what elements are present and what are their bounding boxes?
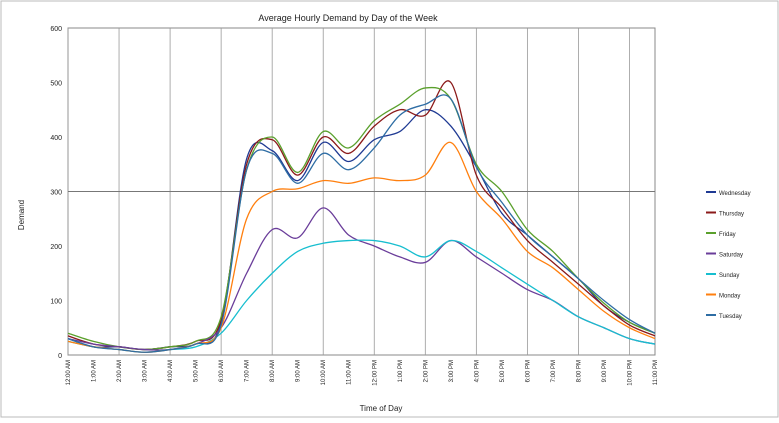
x-tick-label: 7:00 PM: [551, 360, 557, 382]
x-tick-label: 1:00 PM: [398, 360, 404, 382]
legend-label-saturday: Saturday: [719, 253, 743, 259]
x-tick-label: 7:00 AM: [245, 360, 251, 382]
y-tick-label: 200: [50, 244, 62, 251]
x-tick-label: 1:00 AM: [92, 360, 98, 382]
legend-label-wednesday: Wednesday: [719, 191, 751, 197]
series-line-tuesday: [67, 94, 656, 353]
legend-label-tuesday: Tuesday: [719, 314, 742, 320]
x-tick-label: 3:00 PM: [449, 360, 455, 382]
y-tick-label: 500: [50, 81, 62, 88]
y-tick-label: 300: [50, 190, 62, 197]
axis-layer: 0 100 200 300 400 500 600 12:00 AM 1:00 AM 2:00 A…: [50, 26, 659, 386]
legend-label-friday: Friday: [719, 232, 736, 238]
chart-title: Average Hourly Demand by Day of the Week: [258, 13, 438, 23]
legend: Wednesday Thursday Friday Saturday Sunday Mon…: [706, 191, 751, 320]
x-tick-label: 10:00 AM: [321, 360, 327, 385]
legend-label-monday: Monday: [719, 294, 740, 300]
x-tick-label: 12:00 AM: [66, 360, 72, 385]
x-tick-label: 5:00 AM: [194, 360, 200, 382]
x-tick-label: 11:00 AM: [347, 360, 353, 385]
legend-label-thursday: Thursday: [719, 212, 744, 218]
x-tick-label: 2:00 PM: [423, 360, 429, 382]
y-tick-label: 400: [50, 135, 62, 142]
y-tick-label: 600: [50, 26, 62, 33]
y-tick-label: 0: [58, 353, 62, 360]
x-tick-label: 8:00 PM: [576, 360, 582, 382]
x-tick-label: 6:00 PM: [525, 360, 531, 382]
x-tick-label: 10:00 PM: [627, 360, 633, 386]
x-tick-label: 4:00 PM: [474, 360, 480, 382]
series-line-friday: [67, 86, 656, 351]
series-layer: [67, 80, 656, 353]
x-tick-label: 6:00 AM: [219, 360, 225, 382]
x-tick-label: 11:00 PM: [653, 360, 659, 385]
x-tick-label: 9:00 PM: [602, 360, 608, 382]
x-tick-label: 9:00 AM: [296, 360, 302, 382]
y-tick-label: 100: [50, 299, 62, 306]
x-tick-label: 8:00 AM: [270, 360, 276, 382]
x-tick-label: 3:00 AM: [143, 360, 149, 382]
y-axis-label: Demand: [17, 200, 26, 230]
x-tick-label: 12:00 PM: [372, 360, 378, 386]
x-tick-label: 2:00 AM: [117, 360, 123, 382]
x-axis-label: Time of Day: [360, 404, 403, 413]
x-tick-label: 5:00 PM: [500, 360, 506, 382]
legend-label-sunday: Sunday: [719, 273, 739, 279]
x-tick-label: 4:00 AM: [168, 360, 174, 382]
